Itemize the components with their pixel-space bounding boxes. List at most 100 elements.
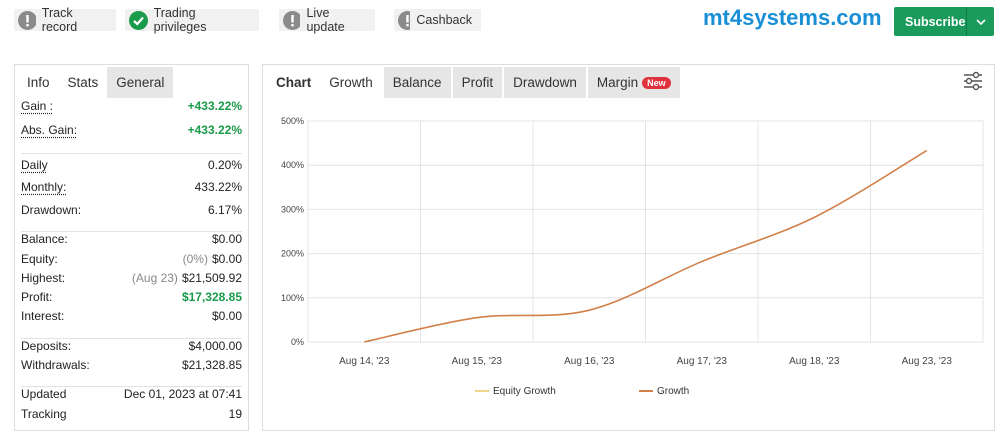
- tab[interactable]: General: [107, 67, 174, 98]
- stat-value: Dec 01, 2023 at 07:41: [123, 387, 242, 401]
- y-tick-label: 500%: [281, 116, 304, 126]
- stat-value: $0.00: [211, 232, 242, 246]
- x-tick-label: Aug 15, '23: [452, 356, 503, 367]
- tab[interactable]: Growth: [320, 67, 382, 98]
- y-tick-label: 0%: [291, 337, 304, 347]
- stat-value-wrap: (Aug 23) $21,509.92: [132, 271, 242, 285]
- new-badge: New: [642, 77, 671, 89]
- tab[interactable]: Drawdown: [504, 67, 586, 98]
- stat-value-wrap: 0.20%: [208, 158, 242, 172]
- badge[interactable]: Trading privileges: [125, 6, 259, 34]
- stat-label: Tracking: [21, 407, 67, 421]
- separator: [21, 231, 242, 232]
- brand[interactable]: mt4systems.com: [703, 5, 882, 30]
- stat-label: Drawdown:: [21, 203, 82, 217]
- stat-row: Highest: (Aug 23) $21,509.92: [21, 271, 242, 285]
- tab-label: Balance: [392, 75, 442, 90]
- chart-tabs: Chart Growth Balance Profit Drawdown Margin Ne…: [267, 67, 680, 98]
- badge-label: Trading privileges: [153, 6, 207, 34]
- chart-panel: Chart Growth Balance Profit Drawdown Margin Ne…: [262, 64, 995, 431]
- stat-row: Updated Dec 01, 2023 at 07:41: [21, 387, 242, 401]
- stat-value: $4,000.00: [188, 339, 242, 353]
- alert-icon: [283, 10, 301, 30]
- stat-row: Equity: (0%) $0.00: [21, 252, 242, 266]
- stat-label: Balance:: [21, 232, 68, 246]
- chart: 0% 100% 200% 300% 400% 500% Aug 14, '23 Aug 15,…: [281, 116, 984, 397]
- growth-line: [364, 149, 928, 343]
- stat-value: +433.22%: [187, 99, 242, 113]
- tab[interactable]: Balance: [383, 67, 451, 98]
- stat-label: Monthly:: [21, 180, 67, 194]
- stat-label: Highest:: [21, 271, 66, 285]
- tab-label: Growth: [329, 75, 373, 90]
- stat-value: $21,328.85: [181, 358, 242, 372]
- legend-label: Equity Growth: [493, 386, 556, 397]
- stat-row: Profit: $17,328.85: [21, 290, 242, 304]
- x-tick-label: Aug 14, '23: [339, 356, 390, 367]
- stat-value: 0.20%: [207, 158, 242, 172]
- stat-label: Interest:: [21, 309, 65, 323]
- subscribe-label: Subscribe: [905, 14, 966, 29]
- tab[interactable]: Chart: [267, 67, 320, 98]
- check-icon: [129, 10, 148, 30]
- tab-label: Profit: [461, 75, 494, 90]
- stat-label: Daily: [21, 158, 48, 172]
- tab[interactable]: Profit: [452, 67, 503, 98]
- x-tick-label: Aug 16, '23: [564, 356, 615, 367]
- alert-icon: [18, 10, 36, 30]
- stat-row: Withdrawals: $21,328.85: [21, 358, 242, 372]
- tab[interactable]: Margin New: [587, 67, 680, 98]
- separator: [21, 338, 242, 339]
- separator: [21, 386, 242, 387]
- stat-note: (Aug 23): [131, 271, 178, 285]
- y-tick-label: 300%: [281, 204, 304, 214]
- legend-label: Growth: [657, 386, 689, 397]
- stat-value: 19: [228, 407, 242, 421]
- stat-value-wrap: +433.22%: [188, 99, 242, 113]
- stats-panel: Info Stats General Gain : +433.22% Abs. Gain…: [14, 64, 249, 431]
- stat-value: $0.00: [211, 309, 242, 323]
- tab[interactable]: Info: [27, 75, 50, 90]
- stat-value: +433.22%: [187, 123, 242, 137]
- stat-value-wrap: $21,328.85: [182, 358, 242, 372]
- stat-label: Updated: [21, 387, 67, 401]
- settings-icon[interactable]: [962, 71, 984, 91]
- stat-row: Tracking 19: [21, 407, 242, 421]
- stat-value: $21,509.92: [181, 271, 242, 285]
- stat-row: Interest: $0.00: [21, 309, 242, 323]
- stat-row: Monthly: 433.22%: [21, 180, 242, 194]
- badge-label: Cashback: [416, 13, 472, 27]
- tab-label: Chart: [276, 75, 312, 90]
- stat-label: Profit:: [21, 290, 53, 304]
- stat-row: Drawdown: 6.17%: [21, 203, 242, 217]
- badge[interactable]: Live update: [279, 6, 375, 34]
- stat-value: $0.00: [211, 252, 242, 266]
- stat-value: 433.22%: [194, 180, 242, 194]
- stat-value-wrap: +433.22%: [188, 123, 242, 137]
- stat-value: 6.17%: [207, 203, 242, 217]
- stat-label: Gain :: [21, 99, 54, 113]
- tab[interactable]: Stats: [58, 67, 108, 98]
- subscribe-button[interactable]: Subscribe: [894, 7, 994, 36]
- stat-row: Deposits: $4,000.00: [21, 339, 242, 353]
- stat-value-wrap: 6.17%: [208, 203, 242, 217]
- stat-value-wrap: $4,000.00: [189, 339, 242, 353]
- stat-value-wrap: (0%) $0.00: [183, 252, 242, 266]
- stat-label: Deposits:: [21, 339, 72, 353]
- badge[interactable]: Track record: [14, 6, 116, 34]
- badge-label: Track record: [41, 6, 78, 34]
- dropdown-caret[interactable]: [966, 7, 994, 36]
- stat-value-wrap: $0.00: [212, 232, 242, 246]
- x-tick-label: Aug 23, '23: [902, 356, 953, 367]
- stat-value-wrap: $0.00: [212, 309, 242, 323]
- stat-label: Equity:: [21, 252, 58, 266]
- tab-label: Margin: [596, 75, 639, 90]
- y-tick-label: 100%: [281, 293, 304, 303]
- badge-label: Live update: [306, 6, 345, 34]
- badge[interactable]: Cashback: [394, 9, 481, 31]
- stat-value-wrap: $17,328.85: [182, 290, 242, 304]
- y-tick-label: 400%: [281, 160, 304, 170]
- stats-tabs: Info Stats General: [15, 67, 174, 98]
- stat-value-wrap: 19: [229, 407, 242, 421]
